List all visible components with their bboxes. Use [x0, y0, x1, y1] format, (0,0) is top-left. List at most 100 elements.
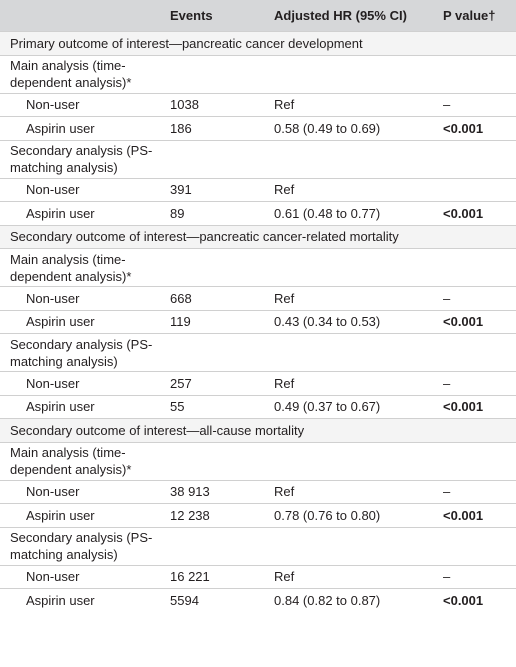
p-value-cell: –	[436, 564, 516, 589]
analysis-heading-row: Secondary analysis (PS-matching analysis…	[0, 333, 516, 372]
hazard-ratio-cell: 0.49 (0.37 to 0.67)	[267, 394, 436, 419]
events-cell: 16 221	[163, 564, 267, 589]
row-label: Aspirin user	[0, 309, 163, 334]
header-p-value: P value†	[436, 0, 516, 32]
analysis-heading: Secondary analysis (PS-matching analysis…	[0, 526, 163, 565]
outcome-heading-row: Secondary outcome of interest—pancreatic…	[0, 224, 516, 249]
empty-cell	[436, 441, 516, 480]
events-cell: 12 238	[163, 503, 267, 527]
table-header-row: Events Adjusted HR (95% CI) P value†	[0, 0, 516, 32]
hazard-ratio-cell: Ref	[267, 177, 436, 202]
analysis-heading-row: Main analysis (time-dependent analysis)*	[0, 54, 516, 93]
row-label: Non-user	[0, 286, 163, 310]
events-cell: 257	[163, 371, 267, 395]
row-label: Aspirin user	[0, 588, 163, 612]
table-row: Aspirin user 12 238 0.78 (0.76 to 0.80) <0.…	[0, 503, 516, 527]
hazard-ratio-cell: 0.58 (0.49 to 0.69)	[267, 116, 436, 140]
table-body: Primary outcome of interest—pancreatic c…	[0, 31, 516, 612]
outcome-heading: Secondary outcome of interest—all-cause …	[0, 418, 516, 442]
analysis-heading-row: Main analysis (time-dependent analysis)*	[0, 441, 516, 480]
p-value-cell: <0.001	[436, 309, 516, 334]
outcome-heading: Primary outcome of interest—pancreatic c…	[0, 31, 516, 55]
row-label: Non-user	[0, 371, 163, 395]
events-cell: 5594	[163, 588, 267, 612]
table-row: Non-user 1038 Ref –	[0, 92, 516, 117]
table-row: Aspirin user 89 0.61 (0.48 to 0.77) <0.001	[0, 201, 516, 225]
table-row: Non-user 38 913 Ref –	[0, 479, 516, 504]
outcome-heading: Secondary outcome of interest—pancreatic…	[0, 224, 516, 249]
hazard-ratio-cell: Ref	[267, 92, 436, 117]
p-value-cell: <0.001	[436, 394, 516, 419]
row-label: Aspirin user	[0, 503, 163, 527]
empty-cell	[163, 248, 267, 287]
empty-cell	[163, 441, 267, 480]
row-label: Non-user	[0, 92, 163, 117]
hazard-ratio-cell: 0.43 (0.34 to 0.53)	[267, 309, 436, 334]
header-adjusted-hr: Adjusted HR (95% CI)	[267, 0, 436, 32]
analysis-heading-row: Main analysis (time-dependent analysis)*	[0, 248, 516, 287]
table-row: Non-user 668 Ref –	[0, 286, 516, 310]
empty-cell	[267, 139, 436, 178]
events-cell: 55	[163, 394, 267, 419]
analysis-heading: Secondary analysis (PS-matching analysis…	[0, 139, 163, 178]
hazard-ratio-cell: 0.78 (0.76 to 0.80)	[267, 503, 436, 527]
analysis-heading: Main analysis (time-dependent analysis)*	[0, 54, 163, 93]
table-row: Non-user 16 221 Ref –	[0, 564, 516, 589]
outcome-heading-row: Primary outcome of interest—pancreatic c…	[0, 31, 516, 55]
outcome-heading-row: Secondary outcome of interest—all-cause …	[0, 418, 516, 442]
events-cell: 186	[163, 116, 267, 140]
table-row: Non-user 257 Ref –	[0, 371, 516, 395]
p-value-cell	[436, 177, 516, 202]
row-label: Non-user	[0, 564, 163, 589]
events-cell: 38 913	[163, 479, 267, 504]
p-value-cell: <0.001	[436, 588, 516, 612]
header-label-column	[0, 0, 163, 32]
empty-cell	[163, 333, 267, 372]
p-value-cell: –	[436, 92, 516, 117]
table-row: Aspirin user 5594 0.84 (0.82 to 0.87) <0.00…	[0, 588, 516, 612]
table-row: Aspirin user 186 0.58 (0.49 to 0.69) <0.001	[0, 116, 516, 140]
hazard-ratio-cell: Ref	[267, 371, 436, 395]
empty-cell	[163, 54, 267, 93]
hazard-ratio-cell: Ref	[267, 479, 436, 504]
analysis-heading: Main analysis (time-dependent analysis)*	[0, 248, 163, 287]
row-label: Aspirin user	[0, 394, 163, 419]
row-label: Non-user	[0, 177, 163, 202]
hazard-ratio-cell: Ref	[267, 564, 436, 589]
empty-cell	[267, 441, 436, 480]
empty-cell	[163, 139, 267, 178]
table-row: Aspirin user 119 0.43 (0.34 to 0.53) <0.001	[0, 309, 516, 334]
events-cell: 119	[163, 309, 267, 334]
analysis-heading-row: Secondary analysis (PS-matching analysis…	[0, 526, 516, 565]
p-value-cell: <0.001	[436, 503, 516, 527]
analysis-heading: Secondary analysis (PS-matching analysis…	[0, 333, 163, 372]
events-cell: 89	[163, 201, 267, 225]
header-events: Events	[163, 0, 267, 32]
analysis-heading-row: Secondary analysis (PS-matching analysis…	[0, 139, 516, 178]
empty-cell	[163, 526, 267, 565]
table-row: Non-user 391 Ref	[0, 177, 516, 202]
empty-cell	[267, 54, 436, 93]
table-row: Aspirin user 55 0.49 (0.37 to 0.67) <0.001	[0, 394, 516, 419]
empty-cell	[436, 526, 516, 565]
empty-cell	[267, 248, 436, 287]
row-label: Non-user	[0, 479, 163, 504]
p-value-cell: –	[436, 479, 516, 504]
empty-cell	[267, 333, 436, 372]
events-cell: 668	[163, 286, 267, 310]
empty-cell	[436, 333, 516, 372]
results-table: Events Adjusted HR (95% CI) P value† Pri…	[0, 0, 516, 612]
events-cell: 391	[163, 177, 267, 202]
analysis-heading: Main analysis (time-dependent analysis)*	[0, 441, 163, 480]
p-value-cell: –	[436, 371, 516, 395]
empty-cell	[267, 526, 436, 565]
empty-cell	[436, 54, 516, 93]
hazard-ratio-cell: 0.61 (0.48 to 0.77)	[267, 201, 436, 225]
empty-cell	[436, 248, 516, 287]
p-value-cell: –	[436, 286, 516, 310]
row-label: Aspirin user	[0, 201, 163, 225]
p-value-cell: <0.001	[436, 116, 516, 140]
p-value-cell: <0.001	[436, 201, 516, 225]
row-label: Aspirin user	[0, 116, 163, 140]
